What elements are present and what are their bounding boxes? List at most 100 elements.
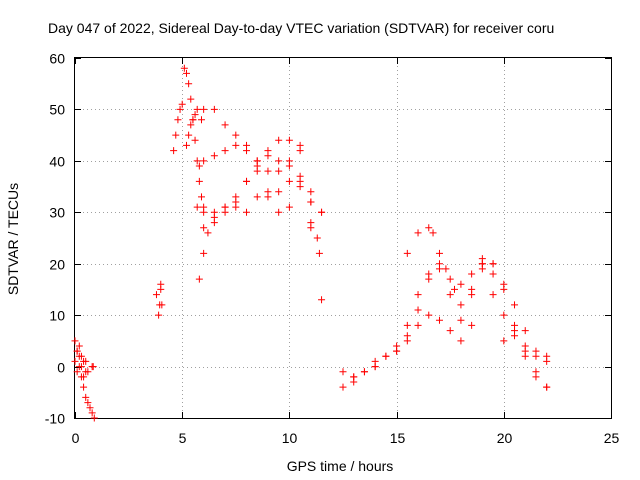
data-point <box>232 141 240 149</box>
data-point <box>446 327 454 335</box>
data-point <box>155 311 163 319</box>
data-point <box>285 162 293 170</box>
data-point <box>158 301 166 309</box>
data-point <box>543 352 551 360</box>
series-s10-b <box>195 141 323 257</box>
data-point <box>243 208 251 216</box>
series-s14-low <box>339 260 551 391</box>
data-point <box>313 234 321 242</box>
data-point <box>285 177 293 185</box>
data-point <box>80 357 88 365</box>
data-point <box>511 321 519 329</box>
data-point <box>185 80 193 88</box>
data-point <box>382 352 390 360</box>
data-point <box>403 249 411 257</box>
series-s8-rise2 <box>182 105 201 149</box>
series-s13-e <box>200 152 326 216</box>
data-point <box>457 316 465 324</box>
data-point <box>71 357 79 365</box>
data-point <box>489 260 497 268</box>
chart-title: Day 047 of 2022, Sidereal Day-to-day VTE… <box>48 20 554 36</box>
data-point <box>315 249 323 257</box>
y-tick-label: 30 <box>49 205 65 221</box>
x-tick-label: 5 <box>179 430 187 446</box>
data-point <box>197 116 205 124</box>
data-point <box>210 152 218 160</box>
x-tick-label: 0 <box>72 430 80 446</box>
data-point <box>243 147 251 155</box>
data-point <box>195 162 203 170</box>
data-point <box>307 198 315 206</box>
data-point <box>191 111 199 119</box>
data-point <box>500 311 508 319</box>
data-point <box>195 177 203 185</box>
data-point <box>80 373 88 381</box>
data-point <box>189 116 197 124</box>
data-point <box>174 116 182 124</box>
data-point <box>193 157 201 165</box>
series-s16-hump <box>403 224 551 391</box>
data-point <box>296 183 304 191</box>
data-point <box>275 136 283 144</box>
data-point <box>414 321 422 329</box>
data-point <box>457 301 465 309</box>
data-point <box>170 147 178 155</box>
data-point <box>187 121 195 129</box>
data-point <box>82 368 90 376</box>
data-point <box>200 249 208 257</box>
data-point <box>275 208 283 216</box>
data-point <box>403 332 411 340</box>
data-point <box>210 208 218 216</box>
data-point <box>253 162 261 170</box>
data-point <box>232 131 240 139</box>
data-point <box>176 105 184 113</box>
data-point <box>221 203 229 211</box>
data-point <box>511 332 519 340</box>
data-point <box>264 193 272 201</box>
y-tick-label: -10 <box>45 411 65 427</box>
y-tick-label: 60 <box>49 51 65 67</box>
data-point <box>414 291 422 299</box>
data-point <box>77 363 85 371</box>
data-point <box>182 141 190 149</box>
series-s5-four <box>152 280 166 319</box>
data-point <box>152 291 160 299</box>
data-point <box>414 306 422 314</box>
data-point <box>442 265 450 273</box>
data-point <box>511 301 519 309</box>
data-point <box>88 409 96 417</box>
x-tick-label: 10 <box>282 430 298 446</box>
data-point <box>243 177 251 185</box>
data-point <box>500 285 508 293</box>
data-point <box>285 136 293 144</box>
data-point <box>350 373 358 381</box>
y-tick-label: 50 <box>49 102 65 118</box>
data-point <box>457 280 465 288</box>
data-point <box>182 69 190 77</box>
x-tick-label: 25 <box>604 430 620 446</box>
data-point <box>193 105 201 113</box>
data-point <box>318 296 326 304</box>
data-point <box>532 373 540 381</box>
data-point <box>172 131 180 139</box>
data-point <box>435 316 443 324</box>
data-point <box>264 152 272 160</box>
data-point <box>200 208 208 216</box>
data-points <box>71 64 551 422</box>
y-tick-label: 40 <box>49 154 65 170</box>
grid <box>75 58 611 418</box>
data-point <box>446 291 454 299</box>
data-point <box>73 368 81 376</box>
data-point <box>360 368 368 376</box>
data-point <box>89 363 97 371</box>
data-point <box>178 100 186 108</box>
data-point <box>82 393 90 401</box>
data-point <box>468 270 476 278</box>
data-point <box>187 95 195 103</box>
data-point <box>425 311 433 319</box>
data-point <box>521 352 529 360</box>
series-s11-c <box>197 105 326 304</box>
axis-ticks: 0 5 10 15 20 25 -10 0 10 20 30 40 50 60 <box>45 51 620 447</box>
data-point <box>200 157 208 165</box>
